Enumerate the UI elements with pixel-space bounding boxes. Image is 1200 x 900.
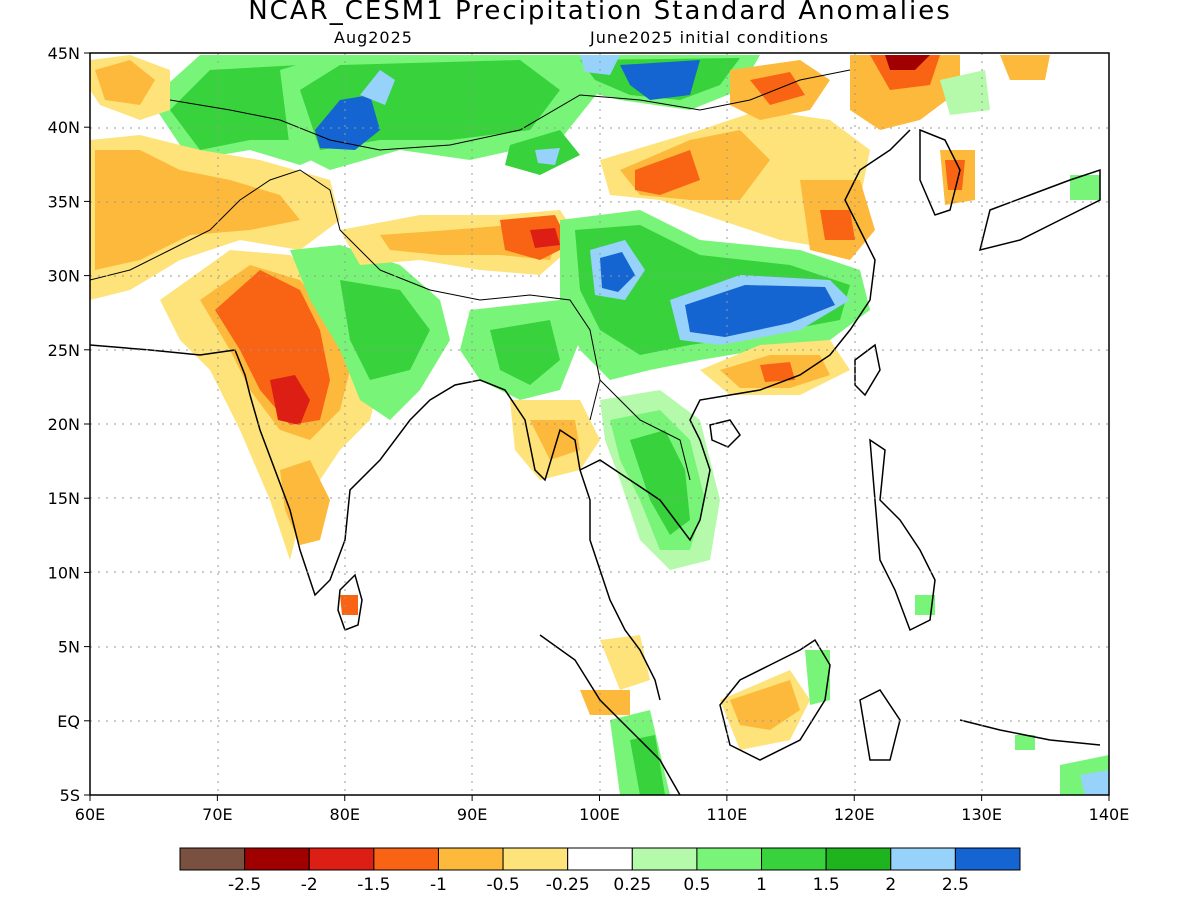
border-line	[90, 169, 601, 421]
coastline-borders	[90, 128, 1101, 795]
colorbar-swatch	[631, 847, 698, 871]
lat-tick-label: 40N	[48, 118, 80, 137]
lon-tick-label: 100E	[579, 805, 620, 824]
colorbar-label: -2	[301, 875, 318, 895]
colorbar-label: 1.5	[813, 875, 840, 895]
lat-tick-label: 10N	[48, 563, 80, 582]
colorbar-label: -0.5	[486, 875, 519, 895]
colorbar-label: 2.5	[942, 875, 969, 895]
colorbar-swatch	[308, 847, 375, 871]
colorbar-swatch	[373, 847, 439, 871]
colorbar-label: 0.25	[613, 875, 651, 895]
south-asia-coastline	[90, 344, 661, 701]
lon-tick-label: 60E	[75, 805, 105, 824]
map-title: NCAR_CESM1 Precipitation Standard Anomal…	[248, 0, 952, 26]
borneo-coast	[719, 638, 831, 761]
lat-tick-label: EQ	[57, 712, 80, 731]
country-borders	[90, 69, 851, 481]
lon-tick-label: 130E	[961, 805, 1002, 824]
colorbar-label: 1	[756, 875, 767, 895]
colorbar-label: -0.25	[546, 875, 590, 895]
colorbar-swatch	[179, 847, 246, 871]
lat-tick-label: 35N	[48, 192, 80, 211]
lon-tick-label: 140E	[1089, 805, 1130, 824]
east-asia-coastline	[579, 129, 911, 542]
lon-tick-label: 110E	[707, 805, 748, 824]
colorbar-swatch	[567, 847, 633, 871]
border-line	[169, 69, 851, 151]
lat-tick-label: 45N	[48, 44, 80, 63]
sulawesi-coast	[859, 689, 901, 761]
colorbar: -2.5 -2 -1.5 -1 -0.5 -0.25 0.25 0.5 1 1.5 2 2.5	[179, 847, 1021, 895]
colorbar-label: -2.5	[228, 875, 261, 895]
colorbar-label: -1.5	[357, 875, 390, 895]
colorbar-swatch	[502, 847, 569, 871]
lat-tick-label: 20N	[48, 415, 80, 434]
lon-tick-label: 120E	[834, 805, 875, 824]
lon-tick-label: 80E	[330, 805, 360, 824]
colorbar-label: 2	[885, 875, 896, 895]
lat-tick-label: 30N	[48, 267, 80, 286]
lat-axis: 45N 40N 35N 30N 25N 20N 15N 10N 5N EQ 5S	[48, 44, 90, 805]
lat-tick-label: 15N	[48, 489, 80, 508]
japan-coast	[978, 168, 1101, 252]
colorbar-swatch	[954, 847, 1021, 871]
lat-tick-label: 25N	[48, 341, 80, 360]
philippines-coast	[869, 438, 936, 632]
colorbar-swatch	[761, 847, 827, 871]
lat-tick-label: 5S	[60, 786, 80, 805]
colorbar-label: -1	[430, 875, 447, 895]
colorbar-swatch	[890, 847, 956, 871]
colorbar-swatch	[437, 847, 504, 871]
grid-lines	[90, 53, 1109, 795]
hainan-coast	[709, 419, 741, 448]
colorbar-swatch	[825, 847, 892, 871]
lon-tick-label: 90E	[457, 805, 487, 824]
colorbar-label: 0.5	[683, 875, 710, 895]
new-guinea-coast	[959, 719, 1101, 746]
lat-tick-label: 5N	[58, 638, 80, 657]
korea-coast	[919, 128, 961, 216]
forecast-month: Aug2025	[334, 28, 413, 47]
lon-tick-label: 70E	[202, 805, 232, 824]
sumatra-coast	[539, 634, 681, 795]
sri-lanka-coast	[337, 573, 363, 631]
taiwan-coast	[854, 343, 881, 397]
border-line	[599, 379, 691, 481]
initial-conditions-label: June2025 initial conditions	[590, 28, 830, 47]
colorbar-swatch	[696, 847, 763, 871]
colorbar-swatch	[244, 847, 310, 871]
lon-axis: 60E 70E 80E 90E 100E 110E 120E 130E 140E	[75, 795, 1130, 824]
